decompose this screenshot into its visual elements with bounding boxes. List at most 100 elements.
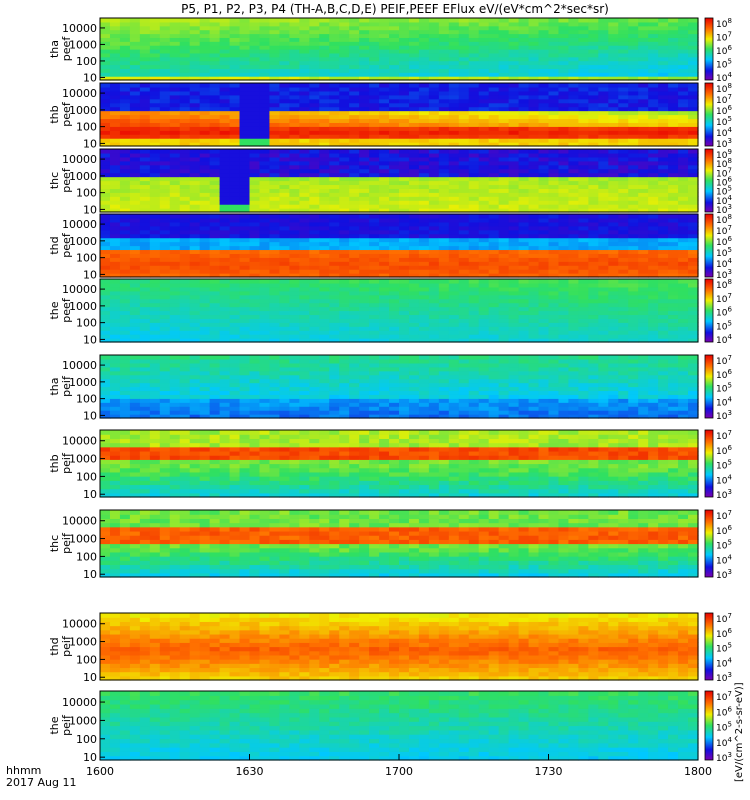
spectrogram-cell — [538, 52, 550, 58]
spectrogram-cell — [568, 52, 579, 58]
spectrogram-cell — [558, 21, 570, 27]
spectrogram-cell — [408, 134, 420, 139]
spectrogram-cell — [468, 253, 480, 258]
spectrogram-cell — [588, 86, 599, 92]
spectrogram-cell — [558, 322, 570, 327]
spectrogram-cell — [379, 56, 390, 62]
spectrogram-cell — [638, 164, 649, 170]
spectrogram-cell — [418, 249, 430, 254]
spectrogram-cell — [568, 160, 579, 166]
spectrogram-cell — [488, 156, 500, 162]
spectrogram-cell — [518, 188, 530, 193]
spectrogram-cell — [299, 196, 310, 201]
spectrogram-cell — [319, 126, 330, 131]
spectrogram-cell — [638, 49, 649, 54]
spectrogram-cell — [179, 233, 191, 239]
spectrogram-cell — [359, 249, 370, 254]
spectrogram-cell — [598, 60, 609, 66]
spectrogram-cell — [518, 90, 530, 96]
spectrogram-cell — [638, 130, 649, 135]
spectrogram-cell — [608, 18, 619, 23]
spectrogram-cell — [618, 102, 629, 108]
spectrogram-cell — [129, 25, 141, 31]
spectrogram-cell — [279, 282, 290, 288]
spectrogram-cell — [159, 110, 171, 116]
spectrogram-cell — [279, 126, 290, 131]
spectrogram-cell — [189, 49, 201, 54]
spectrogram-cell — [448, 152, 460, 158]
spectrogram-cell — [568, 229, 579, 235]
spectrogram-cell — [538, 94, 550, 100]
spectrogram-cell — [558, 110, 570, 116]
spectrogram-cell — [508, 172, 520, 178]
spectrogram-cell — [468, 160, 480, 166]
spectrogram-cell — [658, 176, 669, 182]
spectrogram-cell — [598, 221, 609, 227]
spectrogram-cell — [269, 168, 280, 174]
spectrogram-cell — [349, 192, 360, 197]
spectrogram-cell — [359, 233, 370, 239]
spectrogram-cell — [448, 149, 460, 154]
spectrogram-cell — [468, 188, 480, 193]
spectrogram-cell — [299, 49, 310, 54]
spectrogram-cell — [618, 29, 629, 35]
spectrogram-cell — [578, 265, 589, 270]
spectrogram-cell — [149, 279, 161, 284]
spectrogram-cell — [548, 338, 560, 343]
spectrogram-cell — [668, 188, 679, 193]
spectrogram-cell — [159, 76, 171, 81]
spectrogram-cell — [538, 326, 550, 331]
spectrogram-cell — [538, 208, 550, 213]
spectrogram-cell — [129, 196, 141, 201]
spectrogram-cell — [628, 334, 639, 339]
spectrogram-cell — [100, 330, 111, 335]
spectrogram-cell — [209, 208, 221, 213]
spectrogram-cell — [468, 49, 480, 54]
spectrogram-cell — [309, 142, 320, 147]
spectrogram-cell — [359, 338, 370, 343]
spectrogram-cell — [149, 370, 161, 376]
spectrogram-cell — [448, 138, 460, 143]
spectrogram-cell — [408, 217, 420, 223]
spectrogram-cell — [558, 249, 570, 254]
spectrogram-cell — [239, 118, 251, 123]
spectrogram-cell — [468, 60, 480, 66]
spectrogram-cell — [688, 302, 699, 308]
spectrogram-cell — [528, 322, 540, 327]
colorbar-tick-label: 108 — [716, 82, 732, 95]
spectrogram-cell — [408, 18, 420, 23]
spectrogram-cell — [468, 21, 480, 27]
spectrogram-cell — [259, 302, 271, 308]
spectrogram-cell — [538, 83, 550, 88]
spectrogram-cell — [458, 180, 470, 186]
spectrogram-cell — [239, 72, 251, 77]
spectrogram-cell — [638, 208, 649, 213]
spectrogram-cell — [109, 338, 121, 343]
spectrogram-cell — [498, 229, 510, 235]
spectrogram-cell — [129, 126, 141, 131]
spectrogram-cell — [389, 118, 400, 123]
spectrogram-cell — [628, 172, 639, 178]
spectrogram-cell — [119, 414, 131, 419]
spectrogram-cell — [538, 233, 550, 239]
spectrogram-cell — [239, 86, 251, 92]
spectrogram-cell — [488, 130, 500, 135]
spectrogram-cell — [668, 86, 679, 92]
spectrogram-cell — [369, 298, 380, 304]
spectrogram-cell — [269, 83, 280, 88]
spectrogram-cell — [319, 122, 330, 127]
spectrogram-cell — [408, 221, 420, 227]
spectrogram-cell — [339, 37, 350, 42]
spectrogram-cell — [688, 200, 699, 205]
spectrogram-cell — [548, 114, 560, 120]
spectrogram-cell — [578, 18, 589, 23]
spectrogram-cell — [438, 273, 450, 278]
spectrogram-cell — [588, 126, 599, 131]
spectrogram-cell — [648, 134, 659, 139]
spectrogram-cell — [389, 208, 400, 213]
spectrogram-cell — [568, 102, 579, 108]
spectrogram-cell — [508, 149, 520, 154]
spectrogram-cell — [199, 52, 211, 58]
spectrogram-cell — [249, 184, 261, 189]
